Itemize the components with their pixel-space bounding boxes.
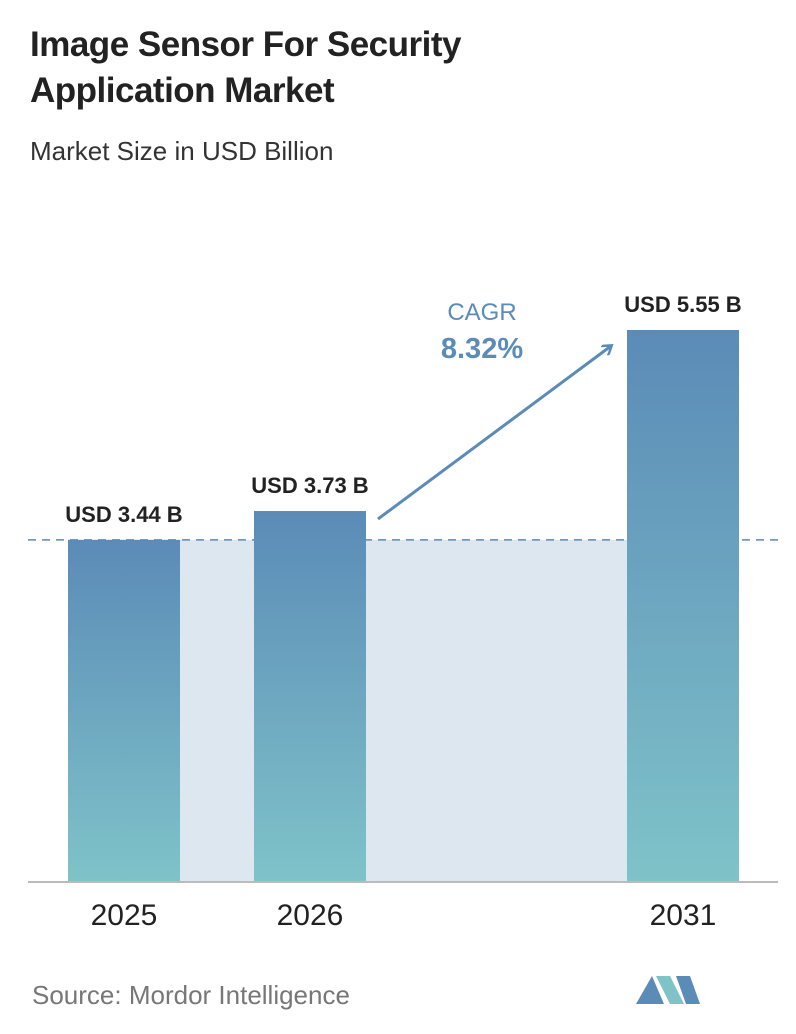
bar [68,539,180,882]
cagr-value: 8.32% [441,333,523,365]
x-tick-label: 2025 [91,899,158,932]
x-tick-label: 2031 [650,899,717,932]
value-label: USD 3.73 B [251,473,368,498]
bar [627,330,739,882]
logo [636,976,700,1004]
value-label: USD 3.44 B [65,502,182,527]
cagr-arrow [377,346,611,521]
bar [254,511,366,882]
chart-subtitle: Market Size in USD Billion [30,136,334,166]
source: Source: Mordor Intelligence [32,980,350,1010]
value-label: USD 5.55 B [624,292,741,317]
chart-title: Image Sensor For Security Application Ma… [30,25,461,110]
x-tick-label: 2026 [277,899,344,932]
cagr-label: CAGR [447,299,516,326]
